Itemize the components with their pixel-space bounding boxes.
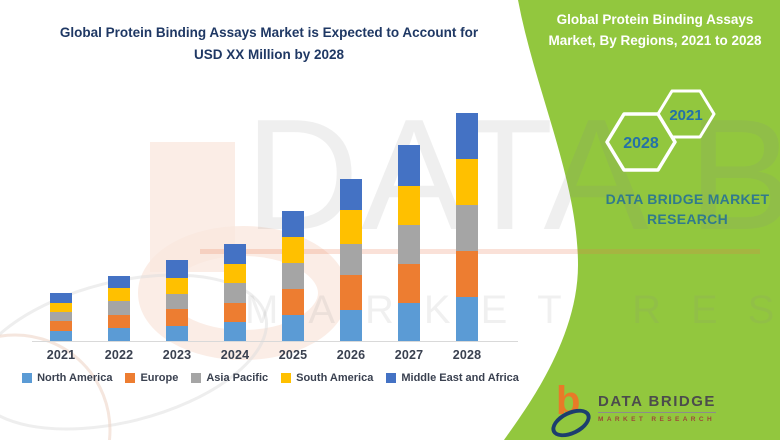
- logo-text-block: DATA BRIDGE MARKET RESEARCH: [598, 393, 716, 423]
- bar-segment-asia-pacific: [456, 205, 478, 251]
- logo-subtitle: MARKET RESEARCH: [598, 416, 716, 423]
- x-axis-label-2025: 2025: [278, 348, 308, 362]
- logo-b-icon: b: [546, 379, 596, 440]
- bar-segment-middle-east-and-africa: [340, 179, 362, 210]
- bar-segment-middle-east-and-africa: [166, 260, 188, 278]
- bar-segment-south-america: [50, 303, 72, 312]
- logo-name: DATA BRIDGE: [598, 393, 716, 413]
- bar-segment-asia-pacific: [398, 225, 420, 264]
- bar-segment-europe: [108, 315, 130, 328]
- brand-text: DATA BRIDGE MARKET RESEARCH: [605, 191, 770, 227]
- x-axis-label-2021: 2021: [46, 348, 76, 362]
- legend-label: Europe: [140, 372, 179, 384]
- legend-label: North America: [37, 372, 113, 384]
- legend-item-middle-east-and-africa: Middle East and Africa: [386, 372, 519, 384]
- bar-segment-europe: [456, 251, 478, 297]
- bar-segment-middle-east-and-africa: [108, 276, 130, 288]
- banner-title: Global Protein Binding Assays Market, By…: [543, 9, 767, 51]
- bar-segment-south-america: [108, 288, 130, 301]
- bar-segment-north-america: [166, 326, 188, 341]
- legend-item-asia-pacific: Asia Pacific: [191, 372, 268, 384]
- hexagon-2028-icon: 2028: [605, 112, 677, 172]
- x-axis-label-2028: 2028: [452, 348, 482, 362]
- bar-segment-middle-east-and-africa: [456, 113, 478, 159]
- bar-segment-asia-pacific: [50, 312, 72, 321]
- chart-title-line2: USD XX Million by 2028: [193, 47, 345, 62]
- x-axis-label-2024: 2024: [220, 348, 250, 362]
- chart-legend: North America Europe Asia Pacific South Ame…: [18, 372, 523, 384]
- bar-segment-europe: [398, 264, 420, 303]
- bar-segment-asia-pacific: [108, 301, 130, 315]
- bar-segment-north-america: [456, 297, 478, 341]
- bar-segment-north-america: [50, 331, 72, 341]
- bar-segment-asia-pacific: [282, 263, 304, 289]
- bar-segment-south-america: [282, 237, 304, 263]
- bar-segment-south-america: [456, 159, 478, 205]
- legend-swatch-icon: [191, 373, 202, 383]
- legend-label: Asia Pacific: [206, 372, 269, 384]
- x-axis-label-2023: 2023: [162, 348, 192, 362]
- chart-title: Global Protein Binding Assays Market is …: [38, 22, 500, 66]
- legend-item-europe: Europe: [125, 372, 178, 384]
- x-axis-line: [32, 341, 518, 342]
- x-axis-label-2026: 2026: [336, 348, 366, 362]
- hexagon-2021-label: 2021: [669, 107, 702, 124]
- x-axis-labels: 2021 2022 2023 2024 2025 2026 2027 2028: [0, 348, 540, 364]
- legend-swatch-icon: [125, 373, 136, 383]
- bar-segment-south-america: [340, 210, 362, 244]
- banner-title-line2: Market, By Regions, 2021 to 2028: [548, 33, 762, 48]
- logo-b-letter: b: [556, 379, 581, 423]
- bar-segment-asia-pacific: [340, 244, 362, 275]
- legend-label: South America: [296, 372, 374, 384]
- legend-item-north-america: North America: [22, 372, 112, 384]
- legend-swatch-icon: [281, 373, 292, 383]
- legend-label: Middle East and Africa: [401, 372, 519, 384]
- bar-segment-north-america: [340, 310, 362, 341]
- x-axis-label-2027: 2027: [394, 348, 424, 362]
- bar-segment-north-america: [224, 322, 246, 341]
- chart-title-line1: Global Protein Binding Assays Market is …: [59, 25, 479, 40]
- bar-segment-middle-east-and-africa: [282, 211, 304, 237]
- bar-segment-europe: [340, 275, 362, 310]
- banner-title-line1: Global Protein Binding Assays: [556, 12, 754, 27]
- bar-segment-middle-east-and-africa: [224, 244, 246, 264]
- data-bridge-logo: b DATA BRIDGE MARKET RESEARCH: [546, 379, 716, 440]
- bar-segment-south-america: [224, 264, 246, 283]
- x-axis-label-2022: 2022: [104, 348, 134, 362]
- bar-segment-middle-east-and-africa: [398, 145, 420, 186]
- bar-segment-north-america: [282, 315, 304, 341]
- legend-swatch-icon: [22, 373, 33, 383]
- bar-segment-europe: [224, 303, 246, 322]
- hexagon-2028-label: 2028: [623, 135, 659, 152]
- bar-segment-middle-east-and-africa: [50, 293, 72, 303]
- bar-segment-north-america: [398, 303, 420, 341]
- bar-segment-europe: [282, 289, 304, 315]
- bar-segment-south-america: [166, 278, 188, 294]
- legend-item-south-america: South America: [281, 372, 373, 384]
- bar-segment-south-america: [398, 186, 420, 225]
- legend-swatch-icon: [386, 373, 397, 383]
- bar-segment-north-america: [108, 328, 130, 341]
- bar-segment-asia-pacific: [166, 294, 188, 309]
- bar-segment-europe: [166, 309, 188, 326]
- bar-segment-europe: [50, 321, 72, 331]
- bar-segment-asia-pacific: [224, 283, 246, 303]
